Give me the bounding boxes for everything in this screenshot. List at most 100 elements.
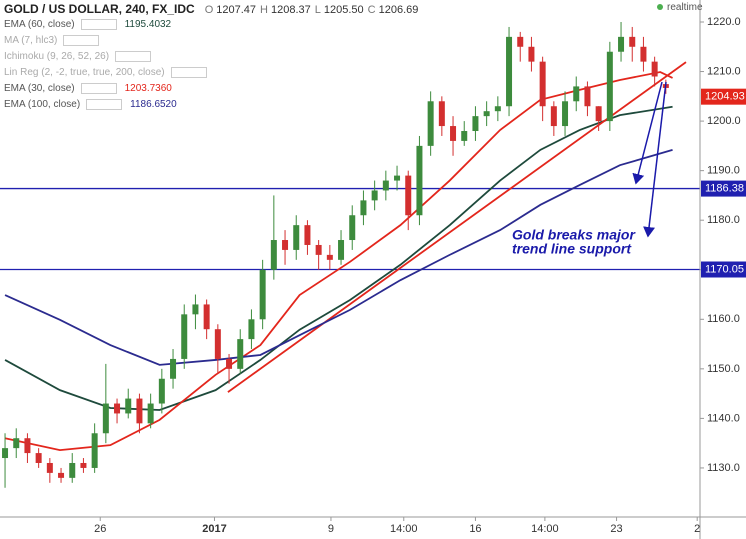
y-tick-label: 1130.0 bbox=[707, 462, 740, 474]
candle-body bbox=[24, 438, 31, 454]
indicator-row: Lin Reg (2, -2, true, true, 200, close) bbox=[4, 65, 418, 81]
ohlc-label: C bbox=[367, 4, 376, 16]
candle-body bbox=[13, 438, 20, 449]
x-tick-label: 16 bbox=[469, 523, 481, 535]
indicator-row: EMA (30, close) 1203.7360 bbox=[4, 81, 418, 97]
candle-body bbox=[438, 101, 445, 127]
candle-body bbox=[550, 106, 557, 127]
y-tick-label: 1180.0 bbox=[707, 214, 740, 226]
candle-body bbox=[136, 398, 143, 424]
arrow bbox=[632, 81, 663, 185]
ohlc-label: L bbox=[314, 4, 321, 16]
candle-body bbox=[237, 339, 244, 369]
candle-body bbox=[192, 304, 199, 315]
last-price-box bbox=[701, 88, 746, 105]
indicator-name: EMA (60, close) bbox=[4, 19, 75, 30]
candle-body bbox=[517, 36, 524, 47]
candle-body bbox=[315, 244, 322, 255]
candle-body bbox=[349, 215, 356, 241]
candle-body bbox=[58, 472, 65, 478]
y-tick-label: 1200.0 bbox=[707, 115, 741, 127]
candle-body bbox=[203, 304, 210, 330]
candle-body bbox=[114, 403, 121, 414]
last-price-label: 1204.93 bbox=[705, 91, 745, 103]
arrow bbox=[643, 81, 667, 238]
ohlc-label: H bbox=[260, 4, 268, 16]
chart-title: GOLD / US DOLLAR, 240, FX_IDC bbox=[4, 2, 195, 16]
y-tick-label: 1190.0 bbox=[707, 165, 740, 177]
indicator-name: MA (7, hlc3) bbox=[4, 35, 58, 46]
indicator-name: EMA (30, close) bbox=[4, 83, 75, 94]
candle-body bbox=[80, 462, 87, 468]
indicator-icons bbox=[86, 98, 123, 110]
candle-body bbox=[573, 86, 580, 102]
candle-body bbox=[69, 462, 76, 478]
candle-body bbox=[158, 378, 165, 404]
indicator-name: Ichimoku (9, 26, 52, 26) bbox=[4, 51, 110, 62]
candle-body bbox=[450, 126, 457, 141]
y-tick-label: 1160.0 bbox=[707, 313, 740, 325]
candle-body bbox=[539, 61, 546, 107]
indicator-icons bbox=[80, 82, 117, 94]
candle-body bbox=[304, 225, 311, 245]
y-tick-label: 1140.0 bbox=[707, 412, 740, 424]
indicator-name: EMA (100, close) bbox=[4, 99, 81, 110]
indicator-icons bbox=[115, 50, 152, 62]
candle-body bbox=[461, 131, 468, 141]
candle-body bbox=[259, 269, 266, 320]
candle-body bbox=[360, 200, 367, 216]
price-label: 1170.05 bbox=[705, 263, 744, 275]
indicator-icons bbox=[170, 66, 207, 78]
candle-body bbox=[629, 36, 636, 47]
x-tick-label: 23 bbox=[610, 523, 622, 535]
price-label-box bbox=[701, 180, 746, 197]
candle-body bbox=[640, 46, 647, 62]
indicator-icons bbox=[63, 34, 100, 46]
indicator-row: EMA (100, close) 1186.6520 bbox=[4, 97, 418, 113]
candle-body bbox=[338, 240, 345, 260]
indicator-icons bbox=[80, 18, 117, 30]
ohlc-header: O 1207.47 H 1208.37 L 1205.50 C 1206.69 bbox=[201, 4, 419, 16]
ohlc-value: 1206.69 bbox=[378, 4, 419, 16]
y-tick-label: 1150.0 bbox=[707, 363, 740, 375]
plot-area bbox=[0, 22, 700, 488]
candle-body bbox=[91, 433, 98, 468]
ohlc-label: O bbox=[204, 4, 214, 16]
candle-body bbox=[595, 106, 602, 122]
candle-body bbox=[35, 453, 42, 463]
indicator-row: MA (7, hlc3) bbox=[4, 33, 418, 49]
indicator-row: Ichimoku (9, 26, 52, 26) bbox=[4, 49, 418, 65]
indicator-name: Lin Reg (2, -2, true, true, 200, close) bbox=[4, 67, 165, 78]
indicator-line bbox=[4, 71, 673, 452]
candle-body bbox=[382, 180, 389, 191]
candle-body bbox=[427, 101, 434, 146]
x-tick-label: 14:00 bbox=[531, 523, 559, 535]
price-label: 1186.38 bbox=[705, 182, 744, 194]
candle-body bbox=[46, 462, 53, 473]
x-tick-label: 2 bbox=[694, 523, 700, 535]
candle-body bbox=[416, 145, 423, 216]
indicator-line bbox=[4, 148, 673, 366]
candle-body bbox=[606, 51, 613, 122]
indicator-value: 1195.4032 bbox=[124, 19, 172, 30]
candle-body bbox=[125, 398, 132, 414]
candle-body bbox=[226, 358, 233, 369]
candle-body bbox=[506, 36, 513, 107]
ohlc-value: 1208.37 bbox=[270, 4, 311, 16]
ohlc-value: 1205.50 bbox=[323, 4, 364, 16]
candle-body bbox=[528, 46, 535, 62]
indicator-list: EMA (60, close) 1195.4032 MA (7, hlc3) Ichi… bbox=[4, 17, 418, 113]
candle-body bbox=[371, 190, 378, 201]
status-text: realtime bbox=[667, 2, 703, 13]
candle-body bbox=[394, 175, 401, 181]
legend: GOLD / US DOLLAR, 240, FX_IDC O 1207.47 H 12… bbox=[4, 1, 418, 113]
candle-body bbox=[2, 448, 9, 459]
annotation: trend line support bbox=[512, 241, 632, 257]
candle-body bbox=[405, 175, 412, 216]
x-tick-label: 26 bbox=[94, 523, 106, 535]
indicator-row: EMA (60, close) 1195.4032 bbox=[4, 17, 418, 33]
annotation: Gold breaks major bbox=[512, 227, 636, 243]
price-label-box bbox=[701, 261, 746, 278]
